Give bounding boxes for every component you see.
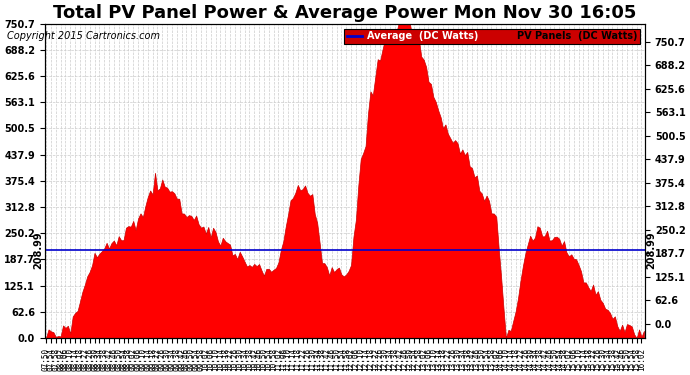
- Text: Copyright 2015 Cartronics.com: Copyright 2015 Cartronics.com: [7, 32, 160, 41]
- Text: 208.99: 208.99: [647, 232, 657, 269]
- Text: 208.99: 208.99: [33, 232, 43, 269]
- Legend: Average  (DC Watts), PV Panels  (DC Watts): Average (DC Watts), PV Panels (DC Watts): [344, 28, 640, 44]
- Title: Total PV Panel Power & Average Power Mon Nov 30 16:05: Total PV Panel Power & Average Power Mon…: [53, 4, 637, 22]
